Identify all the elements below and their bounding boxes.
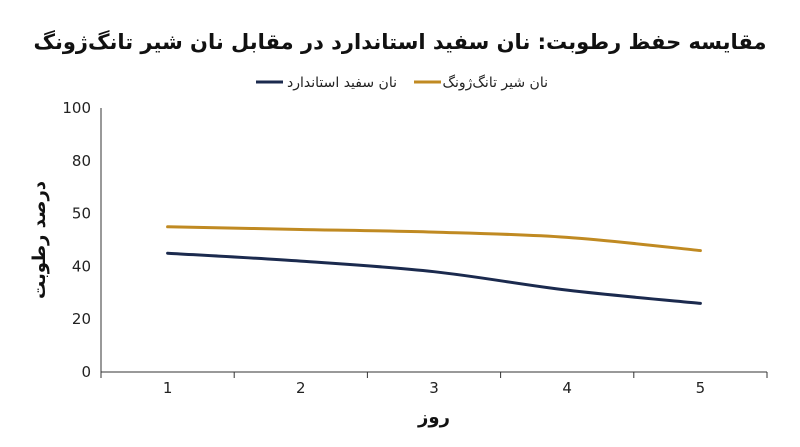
x-tick-label-5: 5 (696, 379, 706, 397)
x-tick-label-4: 4 (562, 379, 572, 397)
y-tick-label-2: 40 (72, 257, 91, 275)
y-tick-label-3: 50 (72, 205, 91, 223)
y-axis-label: درصد رطوبت (29, 181, 50, 299)
series-line-0 (166, 251, 702, 305)
x-tick-label-1: 1 (163, 379, 173, 397)
series-line-1 (166, 225, 702, 253)
x-axis-label: روز (417, 407, 450, 428)
x-ticks: 1 2 3 4 5 (100, 372, 768, 397)
chart-title: مقایسه حفظ رطوبت: نان سفید استاندارد در … (33, 29, 766, 54)
legend-label-white-bread: نان سفید استاندارد (287, 75, 397, 91)
y-tick-label-5: 100 (62, 99, 91, 117)
y-ticks: 0 20 40 50 80 100 (62, 99, 91, 381)
legend: نان شیر تانگ‌ژونگ نان سفید استاندارد (256, 74, 548, 91)
y-tick-label-4: 80 (72, 152, 91, 170)
y-tick-label-1: 20 (72, 310, 91, 328)
y-tick-label-0: 0 (81, 363, 91, 381)
x-tick-label-2: 2 (296, 379, 306, 397)
axes (100, 108, 767, 373)
series-lines (166, 225, 702, 305)
legend-label-tangzhong: نان شیر تانگ‌ژونگ (442, 74, 548, 91)
x-tick-label-3: 3 (429, 379, 439, 397)
